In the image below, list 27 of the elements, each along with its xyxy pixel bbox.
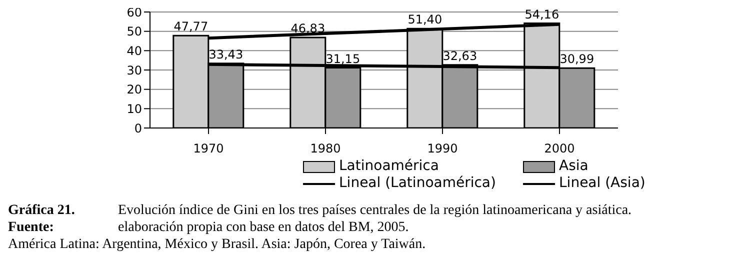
y-tick-label: 50 xyxy=(126,24,142,39)
data-label: 32,63 xyxy=(442,48,478,63)
legend-label: Asia xyxy=(558,158,590,175)
legend-label: Lineal (Asia) xyxy=(558,175,646,192)
x-tick-label: 2000 xyxy=(544,142,575,156)
data-label: 46,83 xyxy=(290,21,326,36)
data-label: 30,99 xyxy=(560,52,594,66)
source-note: Fuente: xyxy=(8,219,55,236)
x-tick-label: 1980 xyxy=(310,142,341,156)
text: Gráfica 21. xyxy=(8,202,76,219)
x-tick-label: 1970 xyxy=(193,142,224,156)
y-tick-label: 20 xyxy=(126,82,142,97)
legend-label: Latinoamérica xyxy=(338,158,440,175)
y-tick-label: 30 xyxy=(126,63,142,78)
x-tick-label: 1990 xyxy=(427,142,458,156)
data-label: 54,16 xyxy=(524,7,560,22)
data-label: 31,15 xyxy=(326,52,360,66)
text: América Latina: Argentina, México y Brasil. Asia: Japón, Corea y Taiwán. xyxy=(8,236,427,253)
y-tick-label: 40 xyxy=(126,44,142,58)
data-label: 33,43 xyxy=(208,47,244,62)
data-label: 47,77 xyxy=(174,20,208,34)
legend-label: Lineal (Latinoamérica) xyxy=(338,175,497,192)
y-tick-label: 10 xyxy=(126,102,142,116)
text: elaboración propia con base en datos del BM, 2005. xyxy=(118,219,410,236)
y-tick-label: 0 xyxy=(134,121,142,136)
text: Evolución índice de Gini en los tres países centrales de la región latinoamericana y asiática. xyxy=(118,202,633,219)
data-label: 51,40 xyxy=(408,12,442,27)
